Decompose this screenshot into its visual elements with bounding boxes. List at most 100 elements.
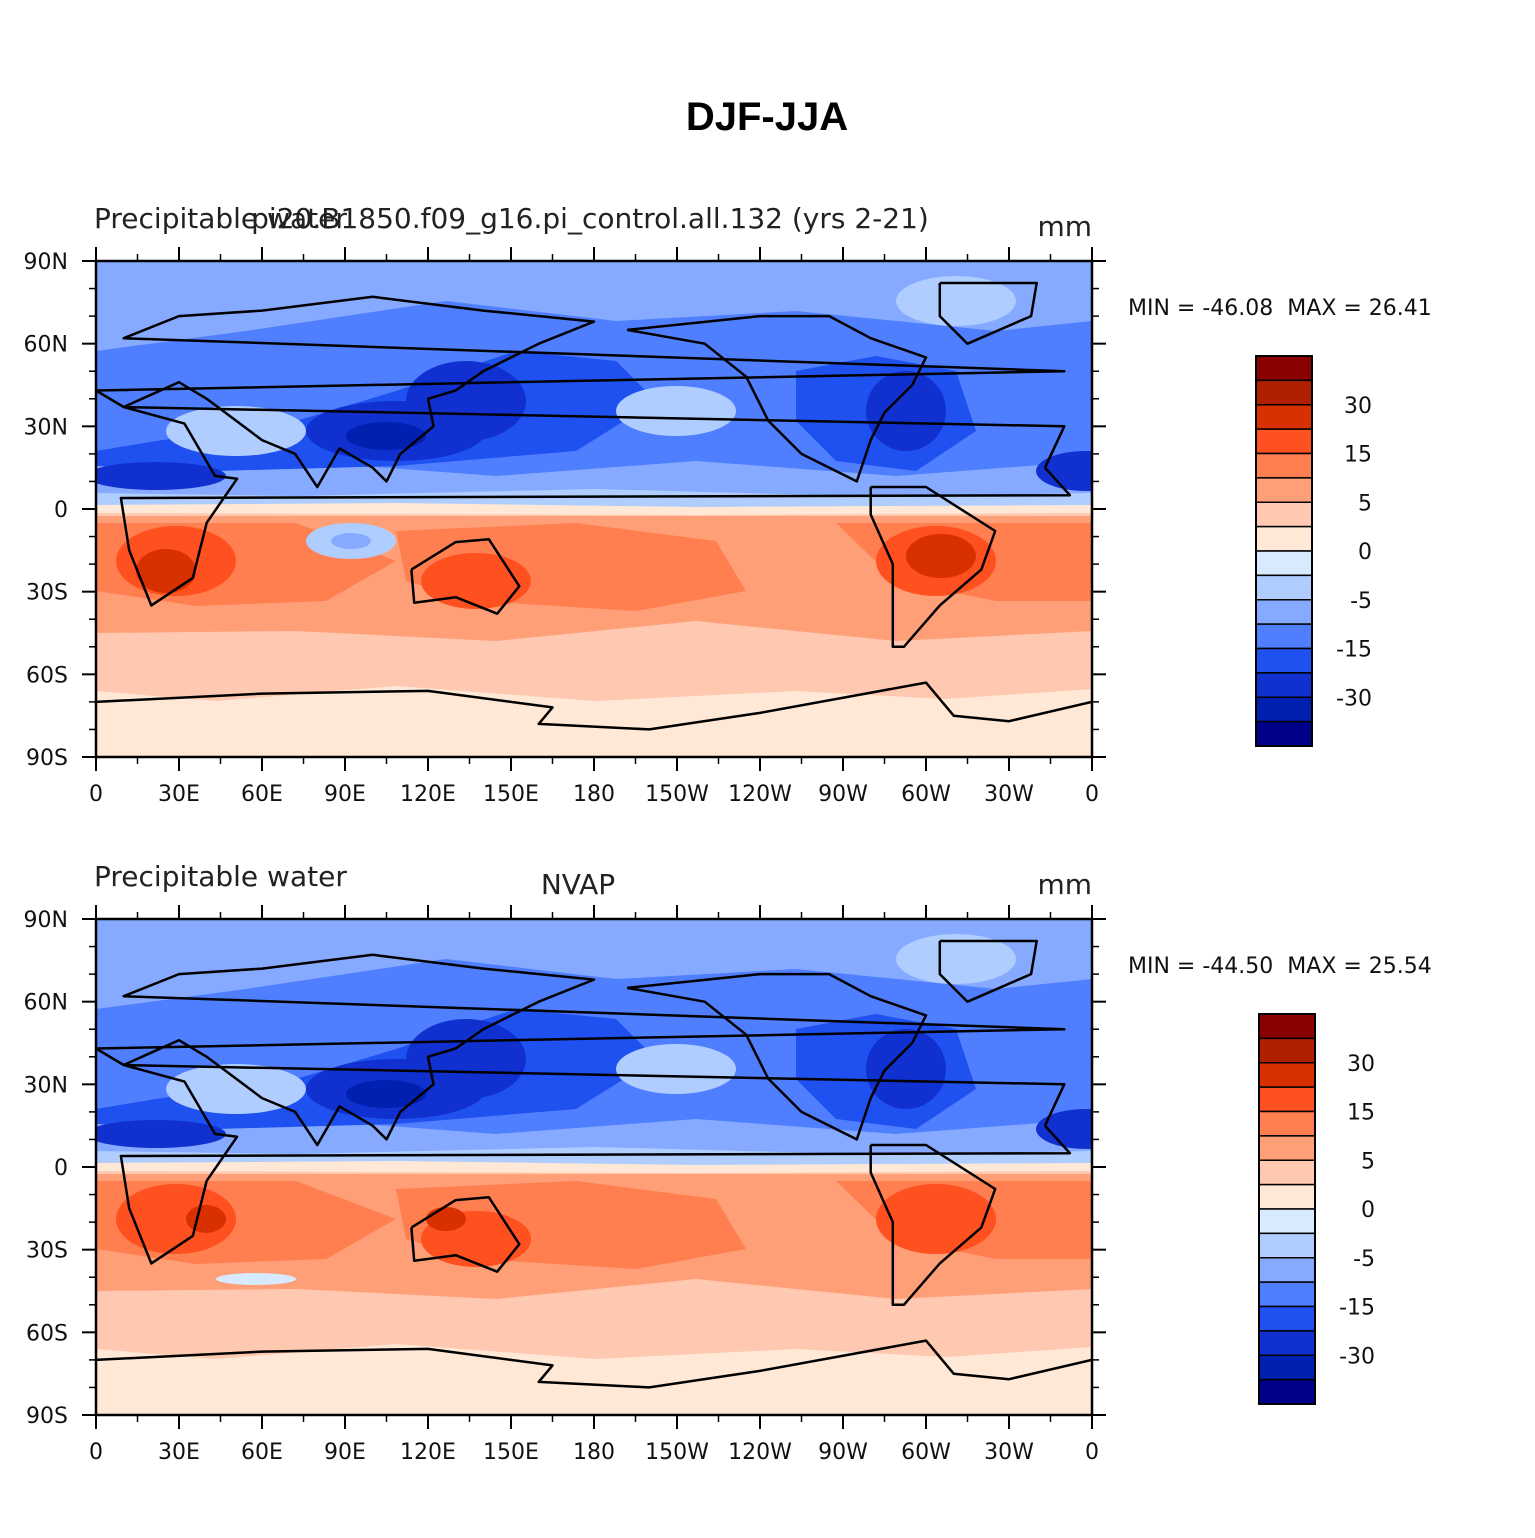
colorbar: 30 15 5 0 -5 -15 -30 bbox=[1255, 355, 1372, 747]
colorbar-swatch bbox=[1255, 599, 1313, 625]
contour-band-antarctic bbox=[96, 686, 1092, 757]
x-tick-label: 120E bbox=[400, 1440, 456, 1465]
y-tick-label: 30S bbox=[26, 581, 68, 606]
contour-band-us bbox=[866, 371, 946, 451]
colorbar-swatch bbox=[1258, 1305, 1316, 1332]
contour-band-greenland bbox=[896, 934, 1016, 984]
panel-units: mm bbox=[1037, 210, 1092, 243]
colorbar-label: -5 bbox=[1353, 1247, 1375, 1272]
y-tick-label: 90S bbox=[26, 746, 68, 771]
panel-observations: Precipitable water NVAP mm 0 30E 60E 90E 120… bbox=[24, 860, 1432, 1465]
colorbar-swatch bbox=[1255, 501, 1313, 528]
colorbar-label: -30 bbox=[1339, 1344, 1375, 1369]
colorbar: 30 15 5 0 -5 -15 -30 bbox=[1258, 1013, 1375, 1405]
coastline-eurasia bbox=[96, 295, 1066, 489]
x-tick-label: 180 bbox=[573, 782, 615, 807]
contour-map bbox=[96, 919, 1092, 1415]
x-tick-label: 0 bbox=[1085, 782, 1099, 807]
coastline-overlay bbox=[96, 939, 1092, 1389]
x-tick-label: 180 bbox=[573, 1440, 615, 1465]
contour-band-pacific bbox=[616, 386, 736, 436]
coastline-namerica bbox=[626, 314, 928, 483]
x-tick-label: 60W bbox=[901, 782, 951, 807]
coastline-australia bbox=[410, 538, 521, 615]
contour-band-sahel bbox=[96, 462, 226, 490]
colorbar-swatch bbox=[1255, 355, 1313, 382]
x-tick-label: 90E bbox=[324, 782, 366, 807]
x-tick-label: 60E bbox=[241, 1440, 283, 1465]
contour-band-sahel bbox=[96, 1120, 226, 1148]
x-tick-label: 0 bbox=[89, 1440, 103, 1465]
colorbar-swatch bbox=[1258, 1086, 1316, 1113]
contour-band-australia-max bbox=[426, 1207, 466, 1231]
x-tick-label: 30E bbox=[158, 782, 200, 807]
min-max-label: MIN = -44.50 MAX = 25.54 bbox=[1128, 954, 1432, 979]
colorbar-label: 30 bbox=[1344, 394, 1372, 419]
colorbar-swatch bbox=[1255, 623, 1313, 650]
colorbar-swatch bbox=[1255, 574, 1313, 601]
x-tick-label: 30W bbox=[984, 1440, 1034, 1465]
colorbar-swatch bbox=[1255, 696, 1313, 723]
x-tick-label: 150E bbox=[483, 1440, 539, 1465]
colorbar-swatch bbox=[1258, 1110, 1316, 1137]
x-tick-label: 0 bbox=[89, 782, 103, 807]
coastline-namerica bbox=[626, 972, 928, 1141]
contour-band-samerica-core bbox=[876, 1184, 996, 1254]
x-tick-label: 60W bbox=[901, 1440, 951, 1465]
colorbar-swatch bbox=[1255, 525, 1313, 552]
colorbar-frame bbox=[1258, 1013, 1316, 1405]
colorbar-label: -15 bbox=[1339, 1296, 1375, 1321]
contour-band-atlantic bbox=[1036, 451, 1092, 491]
y-tick-label: 90N bbox=[24, 250, 68, 275]
contour-band-monsoon-core bbox=[346, 1080, 426, 1108]
colorbar-label: 5 bbox=[1358, 491, 1372, 516]
colorbar-label: 15 bbox=[1347, 1101, 1375, 1126]
coastline-eurasia bbox=[96, 953, 1066, 1147]
x-tick-label: 90E bbox=[324, 1440, 366, 1465]
colorbar-swatch bbox=[1258, 1062, 1316, 1088]
colorbar-swatch bbox=[1255, 477, 1313, 503]
contour-band-arctic bbox=[96, 261, 1092, 291]
x-tick-label: 30E bbox=[158, 1440, 200, 1465]
x-tick-label: 150W bbox=[645, 1440, 709, 1465]
contour-band-samerica-max bbox=[906, 534, 976, 578]
contour-band-monsoon-core bbox=[346, 422, 426, 450]
colorbar-swatch bbox=[1255, 379, 1313, 406]
y-tick-label: 0 bbox=[54, 1156, 68, 1181]
figure-title: DJF-JJA bbox=[686, 95, 848, 139]
max-label: MAX = 25.54 bbox=[1287, 954, 1432, 979]
contour-band-atlantic bbox=[1036, 1109, 1092, 1149]
y-tick-label: 90S bbox=[26, 1404, 68, 1429]
colorbar-label: 15 bbox=[1344, 443, 1372, 468]
contour-band-pacific bbox=[616, 1044, 736, 1094]
map-axes: 0 30E 60E 90E 120E 150E 180 150W 120W 90W 60W 30W 09… bbox=[24, 247, 1106, 807]
panel-left-title: Precipitable water bbox=[94, 202, 347, 235]
colorbar-swatch bbox=[1255, 452, 1313, 479]
contour-band-ross bbox=[216, 1273, 296, 1285]
contour-band-antarctic bbox=[96, 1344, 1092, 1415]
colorbar-swatch bbox=[1258, 1183, 1316, 1210]
colorbar-swatch bbox=[1255, 428, 1313, 455]
contour-band-australia-core bbox=[421, 553, 531, 609]
colorbar-label: 5 bbox=[1361, 1149, 1375, 1174]
panel-units: mm bbox=[1037, 868, 1092, 901]
contour-band-equator bbox=[96, 1161, 1092, 1173]
coastline-australia bbox=[410, 1196, 521, 1273]
colorbar-swatch bbox=[1258, 1378, 1316, 1405]
y-tick-label: 60N bbox=[24, 333, 68, 358]
colorbar-swatch bbox=[1255, 720, 1313, 747]
contour-band-greenland bbox=[896, 276, 1016, 326]
contour-band-eastasia bbox=[406, 361, 526, 441]
contour-band-arctic bbox=[96, 919, 1092, 949]
colorbar-swatch bbox=[1255, 647, 1313, 674]
y-tick-label: 30N bbox=[24, 1073, 68, 1098]
colorbar-swatch bbox=[1258, 1159, 1316, 1186]
coastline-samerica bbox=[869, 1143, 997, 1307]
x-tick-label: 120E bbox=[400, 782, 456, 807]
x-tick-label: 60E bbox=[241, 782, 283, 807]
coastline-samerica bbox=[869, 485, 997, 649]
x-tick-label: 120W bbox=[728, 782, 792, 807]
min-max-label: MIN = -46.08 MAX = 26.41 bbox=[1128, 296, 1432, 321]
colorbar-swatch bbox=[1258, 1281, 1316, 1308]
